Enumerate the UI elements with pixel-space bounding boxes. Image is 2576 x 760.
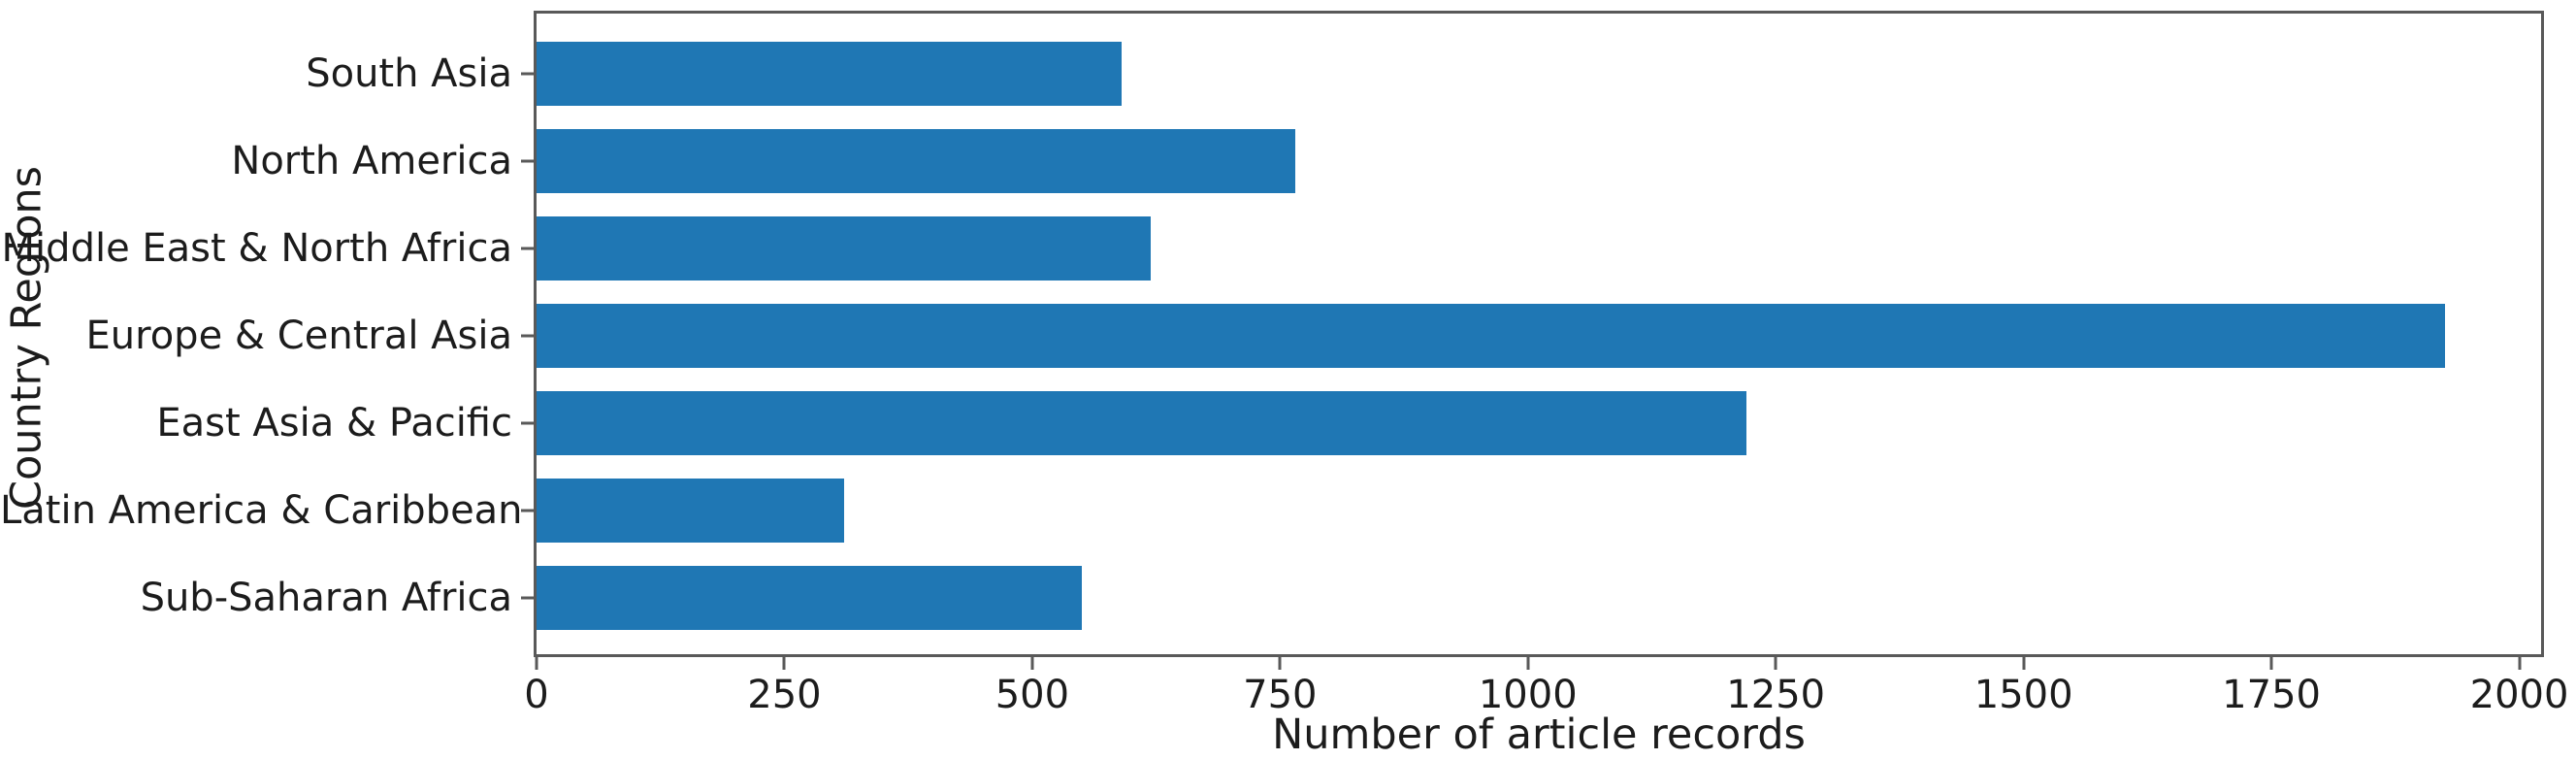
y-tick-mark (521, 72, 534, 76)
y-tick-label: Latin America & Caribbean (0, 488, 523, 533)
x-tick-mark (1278, 657, 1282, 670)
plot-area (534, 11, 2544, 657)
y-tick-label: Sub-Saharan Africa (140, 576, 512, 620)
bar (537, 566, 1082, 630)
x-tick-label: 1250 (1726, 673, 1826, 717)
y-tick-label: Europe & Central Asia (85, 314, 512, 358)
x-tick-mark (2518, 657, 2522, 670)
bar (537, 391, 1746, 455)
x-tick-label: 1500 (1973, 673, 2073, 717)
y-tick-mark (521, 421, 534, 425)
x-tick-label: 500 (995, 673, 1070, 717)
y-tick-label: Middle East & North Africa (1, 226, 512, 271)
y-tick-mark (521, 247, 534, 250)
x-tick-label: 1750 (2222, 673, 2321, 717)
y-tick-mark (521, 596, 534, 600)
x-tick-mark (2269, 657, 2273, 670)
x-axis-title: Number of article records (1272, 710, 1806, 759)
y-tick-label: East Asia & Pacific (156, 401, 512, 446)
bar (537, 216, 1152, 281)
bar (537, 42, 1122, 106)
y-tick-label: South Asia (306, 51, 512, 96)
bar (537, 304, 2445, 368)
x-tick-mark (782, 657, 786, 670)
bar (537, 479, 844, 543)
x-tick-label: 2000 (2469, 673, 2569, 717)
x-tick-label: 1000 (1478, 673, 1578, 717)
x-tick-label: 0 (524, 673, 549, 717)
y-tick-mark (521, 334, 534, 338)
x-tick-mark (1526, 657, 1530, 670)
x-tick-mark (1030, 657, 1034, 670)
y-tick-mark (521, 509, 534, 512)
x-tick-mark (535, 657, 538, 670)
x-tick-mark (1774, 657, 1777, 670)
x-tick-label: 250 (747, 673, 822, 717)
y-tick-label: North America (231, 139, 512, 183)
y-tick-mark (521, 159, 534, 163)
bar (537, 129, 1295, 193)
x-tick-label: 750 (1243, 673, 1318, 717)
x-tick-mark (2022, 657, 2026, 670)
